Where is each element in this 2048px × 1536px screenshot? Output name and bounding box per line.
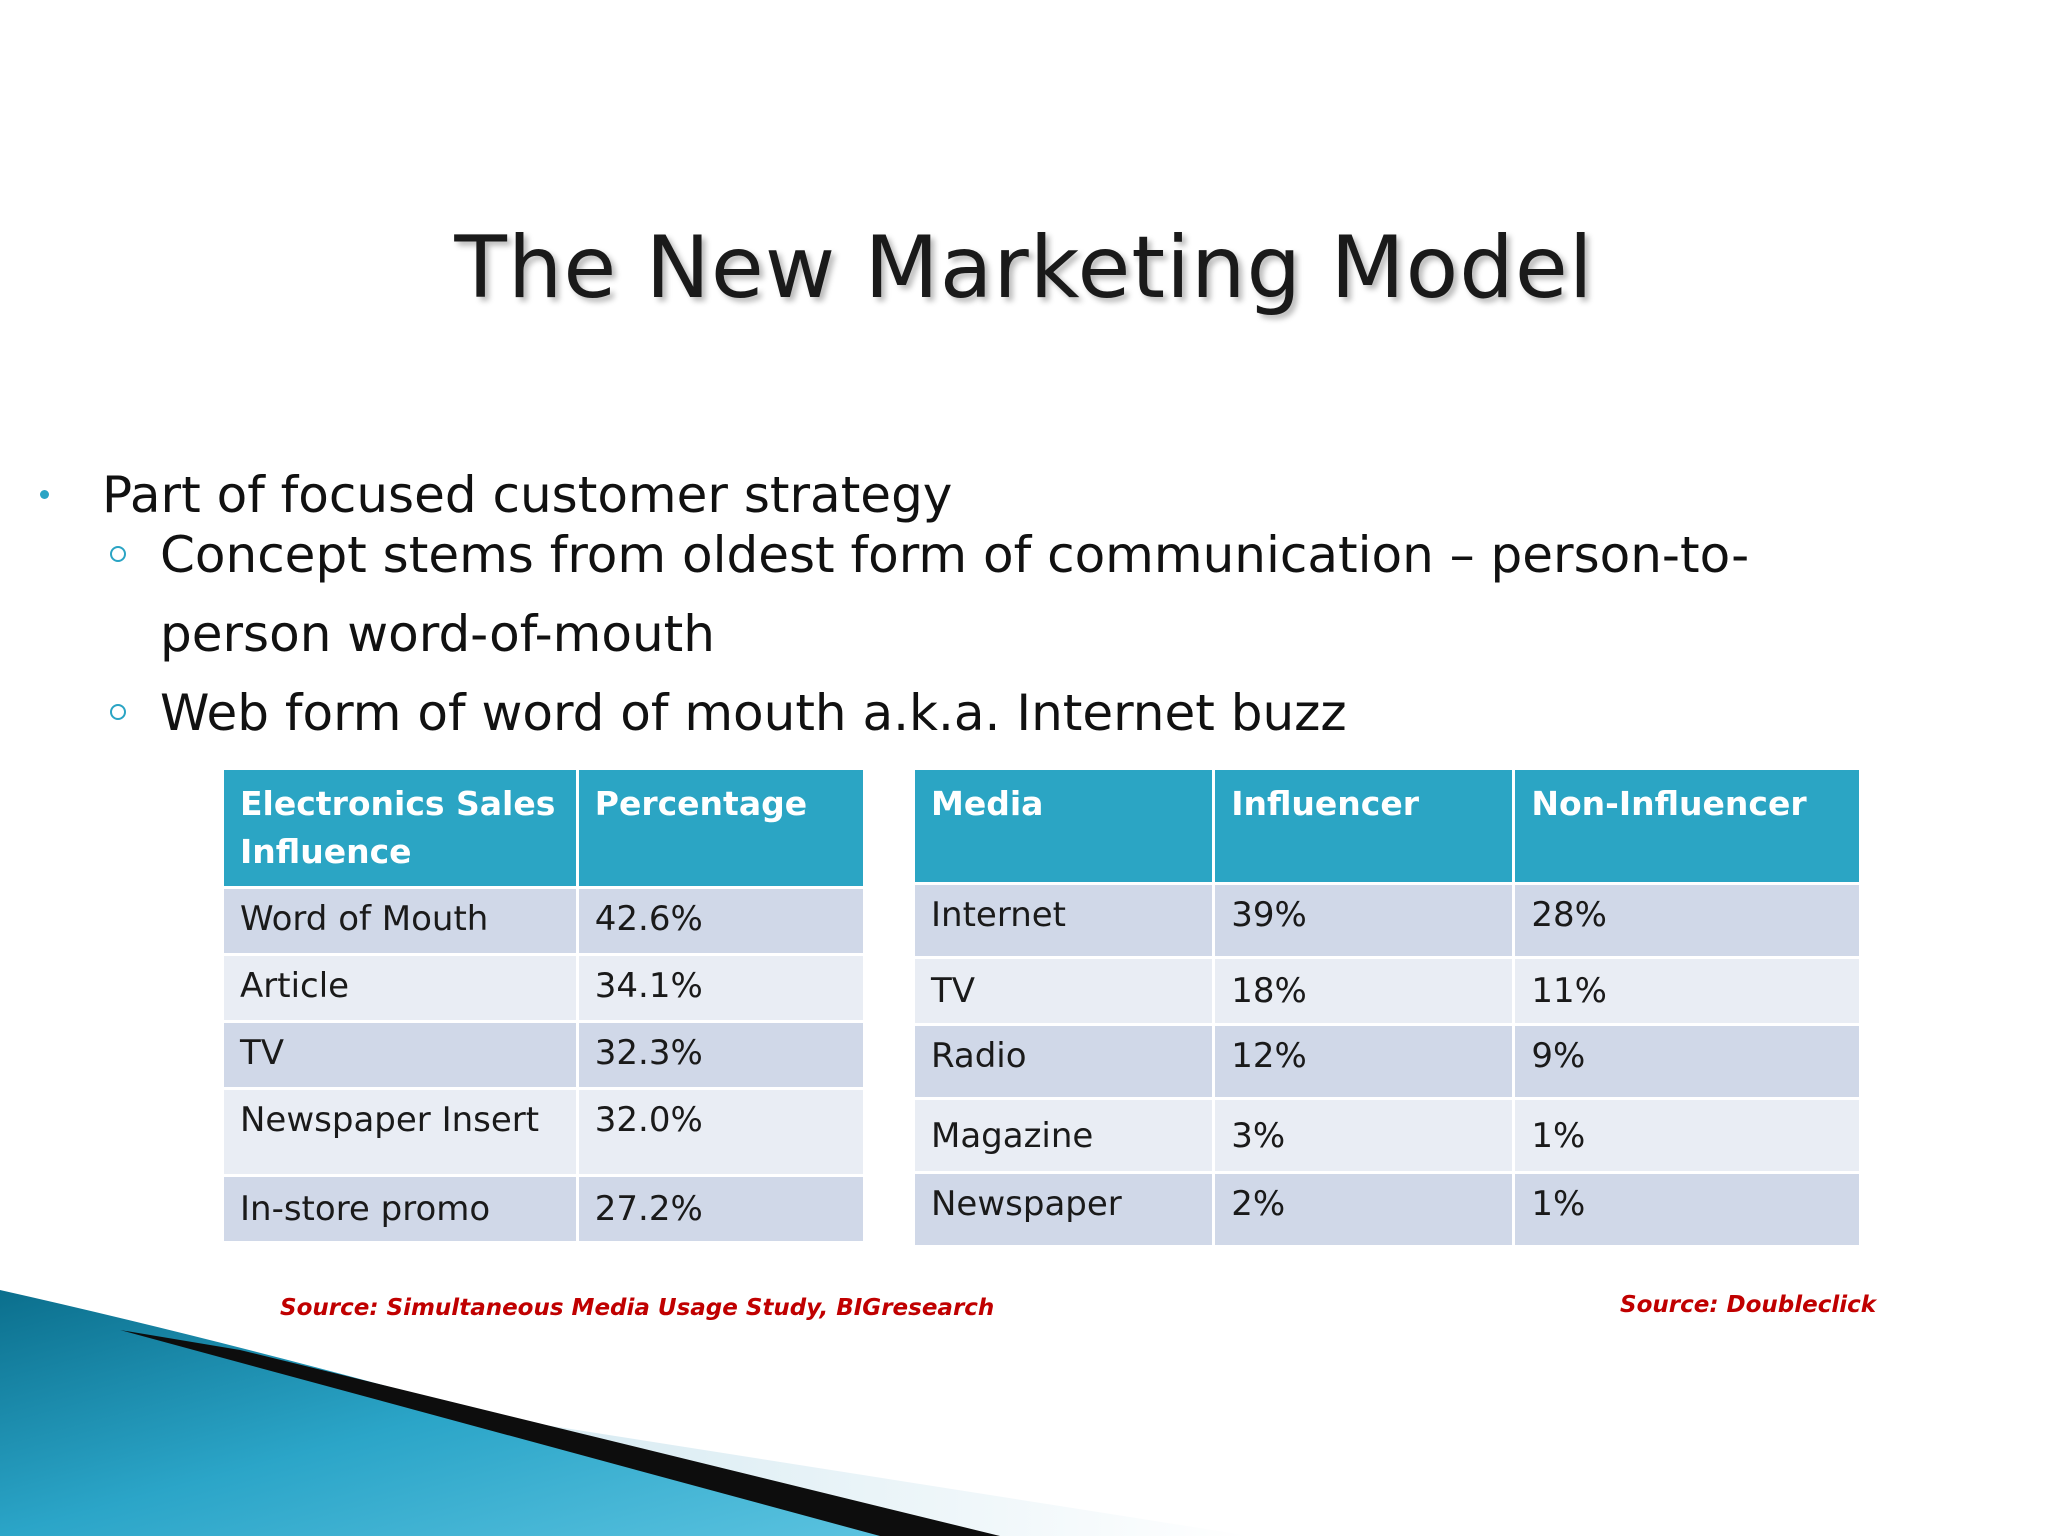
table-cell: Newspaper Insert <box>221 1087 579 1177</box>
sub-bullet-ring-icon <box>110 546 126 562</box>
table-row: TV 18% 11% <box>911 956 1862 1026</box>
table-cell: Magazine <box>911 1097 1216 1174</box>
table-cell: 2% <box>1212 1171 1516 1248</box>
table-header-row: Electronics Sales Influence Percentage <box>221 767 867 889</box>
table-cell: In-store promo <box>221 1174 579 1244</box>
table-cell: 27.2% <box>575 1174 867 1244</box>
table-cell: 1% <box>1512 1171 1862 1248</box>
table-cell: 39% <box>1212 882 1516 959</box>
table-row: Newspaper Insert 32.0% <box>221 1087 867 1177</box>
source-citation-right: Source: Doubleclick <box>1620 1292 1877 1318</box>
table-header-cell: Electronics Sales Influence <box>221 767 579 889</box>
table-cell: Newspaper <box>911 1171 1216 1248</box>
table-cell: 42.6% <box>575 886 867 956</box>
table-cell: 18% <box>1212 956 1516 1026</box>
sub-bullet-1: Concept stems from oldest form of commun… <box>160 526 1750 663</box>
table-row: TV 32.3% <box>221 1020 867 1090</box>
table-cell: 32.0% <box>575 1087 867 1177</box>
table-cell: 12% <box>1212 1023 1516 1100</box>
sub-bullet-2: Web form of word of mouth a.k.a. Interne… <box>160 684 1347 742</box>
table-row: Internet 39% 28% <box>911 882 1862 959</box>
table-row: Newspaper 2% 1% <box>911 1171 1862 1248</box>
table-cell: 28% <box>1512 882 1862 959</box>
table-row: Radio 12% 9% <box>911 1023 1862 1100</box>
table-header-cell: Influencer <box>1212 767 1516 885</box>
table-cell: Radio <box>911 1023 1216 1100</box>
table-header-cell: Percentage <box>575 767 867 889</box>
electronics-sales-influence-table: Electronics Sales Influence Percentage W… <box>221 767 867 1244</box>
media-influencer-table: Media Influencer Non-Influencer Internet… <box>911 767 1862 1248</box>
table-header-row: Media Influencer Non-Influencer <box>911 767 1862 885</box>
table-cell: Article <box>221 953 579 1023</box>
table-cell: 3% <box>1212 1097 1516 1174</box>
source-citation-left: Source: Simultaneous Media Usage Study, … <box>280 1295 995 1321</box>
bullet-level1: Part of focused customer strategy <box>102 466 953 524</box>
bullet-dot-icon <box>40 490 49 499</box>
table-cell: TV <box>221 1020 579 1090</box>
table-row: Word of Mouth 42.6% <box>221 886 867 956</box>
table-cell: 1% <box>1512 1097 1862 1174</box>
table-row: In-store promo 27.2% <box>221 1174 867 1244</box>
table-cell: Internet <box>911 882 1216 959</box>
table-row: Magazine 3% 1% <box>911 1097 1862 1174</box>
sub-bullet-ring-icon <box>110 704 126 720</box>
table-cell: 11% <box>1512 956 1862 1026</box>
slide-title: The New Marketing Model <box>454 218 1594 318</box>
table-row: Article 34.1% <box>221 953 867 1023</box>
table-cell: TV <box>911 956 1216 1026</box>
table-header-cell: Media <box>911 767 1216 885</box>
table-cell: 9% <box>1512 1023 1862 1100</box>
table-header-cell: Non-Influencer <box>1512 767 1862 885</box>
table-cell: 34.1% <box>575 953 867 1023</box>
table-cell: Word of Mouth <box>221 886 579 956</box>
table-cell: 32.3% <box>575 1020 867 1090</box>
